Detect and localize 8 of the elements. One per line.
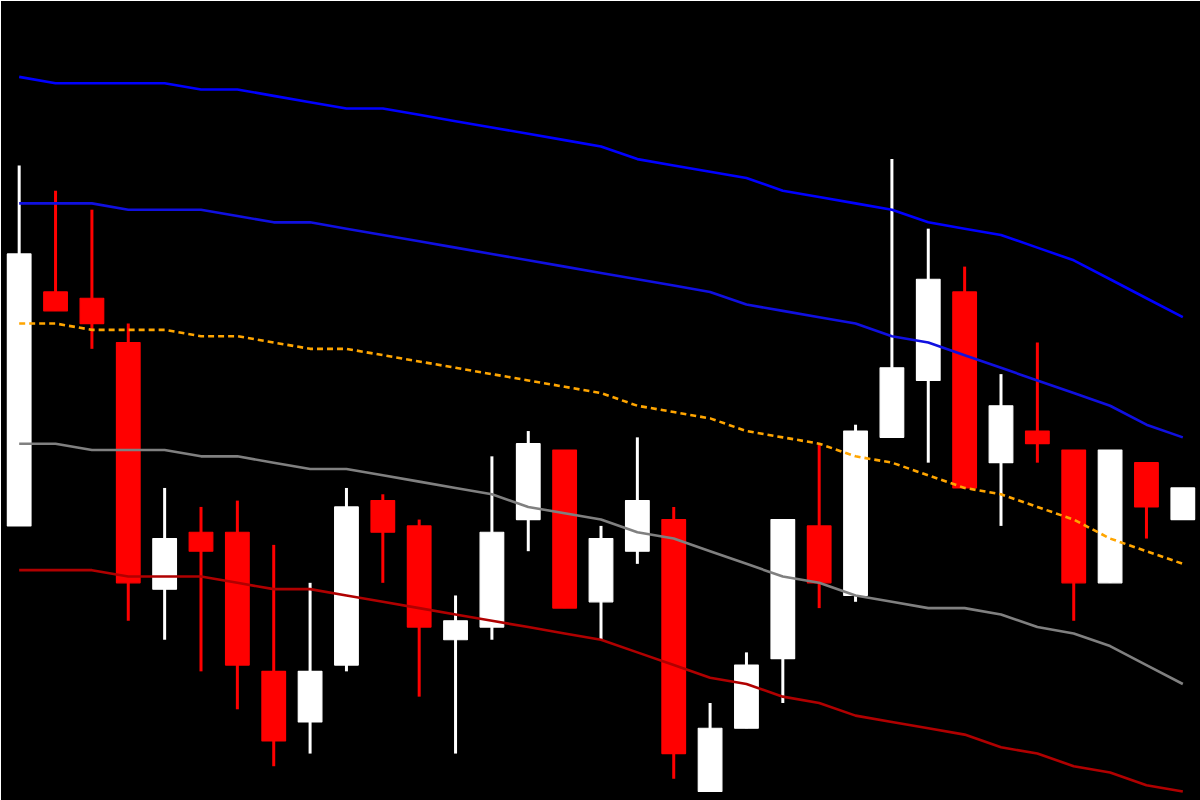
candlestick	[1170, 487, 1196, 521]
candlestick	[370, 492, 396, 585]
candlestick	[1134, 461, 1159, 541]
candlestick	[188, 505, 214, 673]
candlestick	[79, 208, 105, 351]
candlestick	[43, 189, 68, 313]
candlestick	[1024, 341, 1050, 465]
candlestick	[443, 593, 468, 756]
